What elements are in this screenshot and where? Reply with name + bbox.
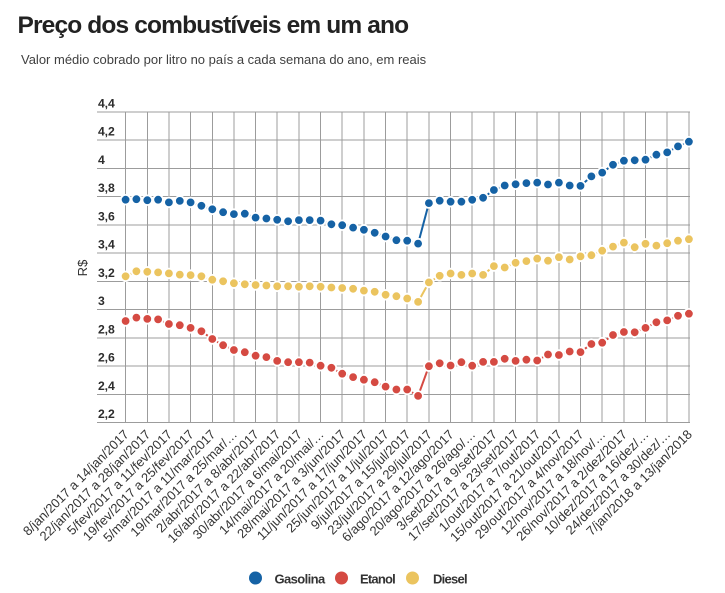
svg-text:3,2: 3,2	[98, 266, 115, 280]
svg-text:Etanol: Etanol	[360, 572, 395, 587]
svg-text:4,2: 4,2	[98, 125, 115, 139]
svg-text:Preço dos combustíveis em um a: Preço dos combustíveis em um ano	[18, 12, 410, 39]
svg-text:3,6: 3,6	[98, 210, 115, 224]
svg-text:2,4: 2,4	[98, 379, 115, 393]
svg-text:2,2: 2,2	[98, 407, 115, 421]
svg-text:Valor médio cobrado por litro: Valor médio cobrado por litro no país a …	[21, 52, 427, 67]
svg-text:Gasolina: Gasolina	[275, 572, 326, 587]
svg-text:3,8: 3,8	[98, 181, 115, 195]
svg-text:R$: R$	[75, 259, 90, 276]
svg-text:2,6: 2,6	[98, 351, 115, 365]
svg-text:Diesel: Diesel	[433, 572, 467, 587]
svg-text:4: 4	[98, 153, 105, 167]
svg-text:3,4: 3,4	[98, 238, 115, 252]
svg-text:3: 3	[98, 294, 105, 308]
svg-text:2,8: 2,8	[98, 322, 115, 336]
svg-text:4,4: 4,4	[98, 97, 115, 111]
